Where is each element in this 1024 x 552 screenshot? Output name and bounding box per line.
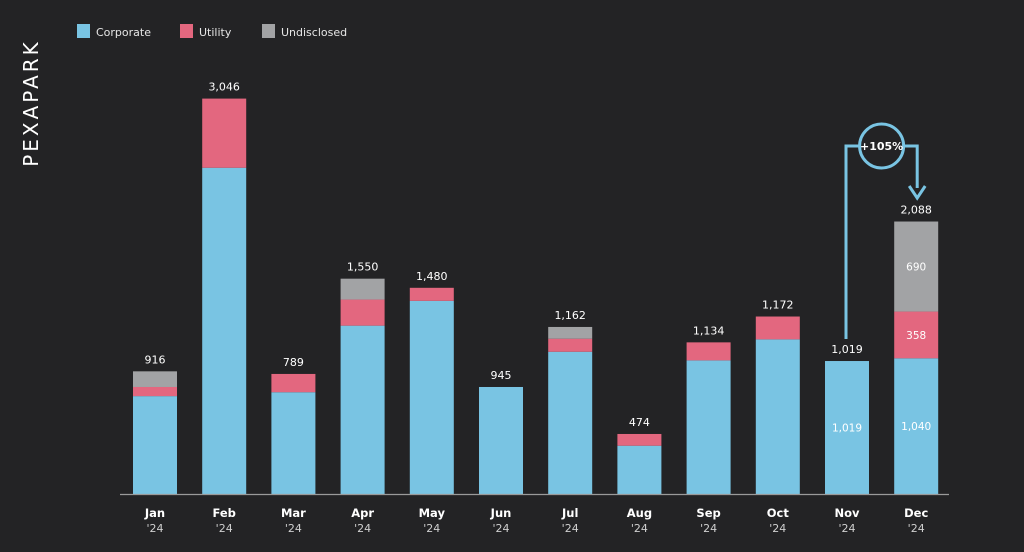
segment-label-nov-corporate: 1,019 — [832, 423, 862, 435]
total-label-jul: 1,162 — [554, 309, 586, 322]
bar-mar-utility — [271, 373, 316, 393]
bar-jul-undisclosed — [548, 326, 593, 339]
labels-group: 916 Jan '24 3,046 Feb '24 789 Mar '24 1,550 Apr '24… — [144, 81, 932, 535]
x-tick-dec: Dec — [904, 506, 928, 520]
bar-sep-corporate — [686, 360, 731, 494]
bar-jan-utility — [133, 386, 177, 397]
bar-jul-utility — [548, 338, 593, 352]
x-tick-sep: Sep — [696, 506, 720, 520]
legend-swatch-utility — [180, 24, 193, 38]
bar-sep-utility — [686, 342, 731, 361]
bar-apr-undisclosed — [340, 278, 385, 300]
x-tick-year-jul: '24 — [562, 522, 579, 535]
x-tick-year-aug: '24 — [631, 522, 648, 535]
x-tick-year-jun: '24 — [492, 522, 509, 535]
bar-feb-corporate — [202, 167, 247, 494]
annotation-circle — [858, 122, 906, 170]
total-label-may: 1,480 — [416, 270, 448, 283]
total-label-sep: 1,134 — [693, 324, 725, 337]
annotation-line-left — [844, 144, 860, 340]
bar-jun-corporate — [479, 386, 523, 494]
annotation-line-right — [903, 144, 919, 188]
total-label-jan: 916 — [145, 353, 166, 366]
total-label-jun: 945 — [491, 369, 512, 382]
x-tick-year-nov: '24 — [838, 522, 855, 535]
x-tick-apr: Apr — [351, 506, 374, 520]
total-label-aug: 474 — [629, 416, 650, 429]
bar-jul-corporate — [548, 351, 593, 494]
x-tick-year-oct: '24 — [769, 522, 786, 535]
growth-annotation: +105% — [844, 122, 927, 340]
bar-jan-corporate — [133, 396, 177, 494]
legend-swatch-corporate — [77, 24, 90, 38]
x-tick-nov: Nov — [834, 506, 860, 520]
x-tick-may: May — [419, 506, 446, 520]
total-label-oct: 1,172 — [762, 299, 794, 312]
bar-feb-utility — [202, 98, 247, 168]
bar-aug-corporate — [617, 445, 662, 494]
bar-apr-utility — [340, 299, 385, 326]
bar-mar-corporate — [271, 392, 316, 494]
x-tick-year-jan: '24 — [146, 522, 163, 535]
x-tick-mar: Mar — [281, 506, 306, 520]
legend: Corporate Utility Undisclosed — [77, 24, 347, 39]
bar-may-utility — [409, 287, 454, 301]
bar-apr-corporate — [340, 325, 385, 494]
total-label-nov: 1,019 — [831, 343, 863, 356]
x-tick-oct: Oct — [767, 506, 790, 520]
bar-may-corporate — [409, 300, 454, 494]
x-tick-year-feb: '24 — [216, 522, 233, 535]
bar-nov-corporate — [825, 361, 869, 494]
x-tick-jul: Jul — [561, 506, 578, 520]
segment-label-dec-corporate: 1,040 — [901, 421, 931, 433]
legend-swatch-undisclosed — [262, 24, 275, 38]
segment-label-dec-undisclosed: 690 — [906, 262, 926, 274]
legend-label-corporate: Corporate — [96, 26, 151, 39]
bar-oct-corporate — [755, 339, 800, 494]
legend-label-undisclosed: Undisclosed — [281, 26, 347, 39]
x-tick-year-may: '24 — [423, 522, 440, 535]
annotation-arrowhead — [907, 185, 927, 201]
total-label-feb: 3,046 — [208, 81, 240, 94]
x-tick-feb: Feb — [212, 506, 235, 520]
bars-group — [133, 98, 939, 494]
segment-label-dec-utility: 358 — [906, 330, 926, 342]
x-tick-jan: Jan — [144, 506, 165, 520]
bar-oct-utility — [755, 316, 800, 340]
annotation-text: +105% — [860, 140, 903, 153]
legend-label-utility: Utility — [199, 26, 232, 39]
x-tick-aug: Aug — [627, 506, 652, 520]
total-label-dec: 2,088 — [900, 204, 932, 217]
x-tick-year-dec: '24 — [908, 522, 925, 535]
bar-jan-undisclosed — [133, 371, 177, 387]
total-label-mar: 789 — [283, 356, 304, 369]
total-label-apr: 1,550 — [347, 261, 379, 274]
x-tick-year-apr: '24 — [354, 522, 371, 535]
bar-aug-utility — [617, 433, 662, 446]
x-tick-year-sep: '24 — [700, 522, 717, 535]
x-tick-year-mar: '24 — [285, 522, 302, 535]
bar-dec-undisclosed — [894, 221, 939, 312]
x-tick-jun: Jun — [490, 506, 512, 520]
bar-dec-corporate — [894, 358, 939, 494]
brand-logo: PEXAPARK — [19, 39, 43, 167]
bar-dec-utility — [894, 311, 939, 359]
